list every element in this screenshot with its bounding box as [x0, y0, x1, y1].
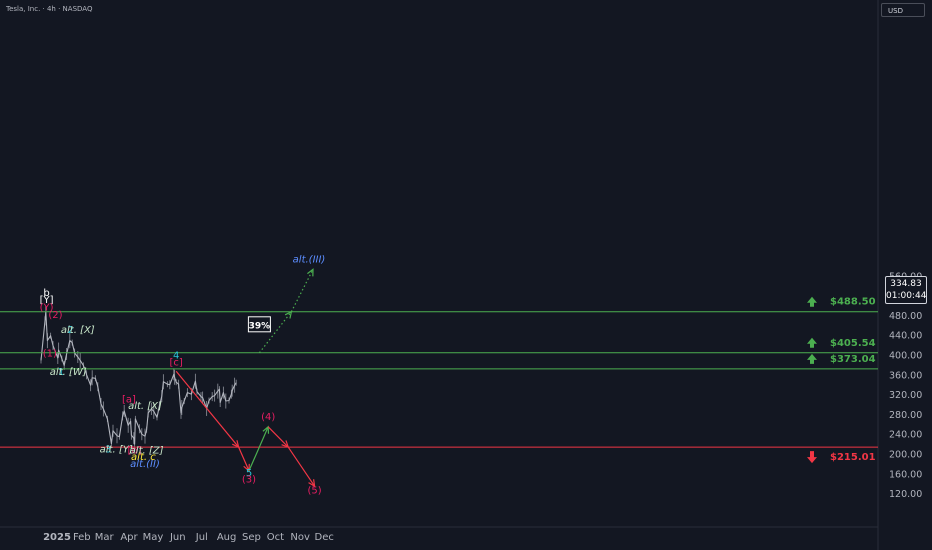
- x-tick-label: Feb: [73, 532, 91, 543]
- y-tick-label: 160.00: [889, 469, 922, 480]
- x-tick-label: Apr: [120, 532, 138, 543]
- probability-badge-box: [247, 316, 271, 333]
- x-tick-label: May: [143, 532, 164, 543]
- wave-label: 3: [105, 445, 111, 456]
- y-tick-label: 320.00: [889, 390, 922, 401]
- wave-label: (Y): [40, 302, 54, 313]
- wave-label: (2): [48, 310, 62, 321]
- projection-line: [267, 426, 316, 487]
- wave-label: 4: [173, 350, 179, 361]
- projection-line: [258, 269, 314, 354]
- level-price-label: $373.04: [830, 354, 876, 365]
- level-down-arrow-icon: [807, 451, 817, 464]
- level-price-label: $215.01: [830, 452, 876, 463]
- wave-label: (4): [261, 412, 275, 423]
- wave-label: alt.(II): [130, 459, 160, 470]
- wave-label: alt. [Y]: [100, 445, 133, 456]
- projection-line: [175, 370, 250, 472]
- y-tick-label: 240.00: [889, 430, 922, 441]
- x-tick-label: Sep: [242, 532, 261, 543]
- projection-arrowhead: [231, 440, 240, 449]
- projection-line: [248, 426, 269, 472]
- y-tick-label: 280.00: [889, 410, 922, 421]
- wave-label: [b]: [128, 446, 142, 457]
- projection-arrowhead: [307, 268, 314, 277]
- x-tick-label: 2025: [43, 532, 71, 543]
- x-tick-label: Mar: [95, 532, 115, 543]
- wave-label: 5: [246, 468, 252, 479]
- level-up-arrow-icon: [807, 353, 817, 364]
- y-tick-label: 200.00: [889, 450, 922, 461]
- wave-label: (3): [242, 475, 256, 486]
- x-tick-label: Aug: [217, 532, 237, 543]
- projection-arrowhead: [308, 479, 316, 488]
- projection-arrowhead: [284, 310, 293, 319]
- y-tick-label: 120.00: [889, 489, 922, 500]
- wave-label: alt. [Z]: [130, 446, 164, 457]
- projection-layer: [175, 268, 316, 488]
- wave-label: (5): [308, 486, 322, 497]
- x-tick-label: Nov: [290, 532, 310, 543]
- wave-label: [a]: [122, 395, 136, 406]
- last-price-tag: 334.83 01:00:44: [885, 276, 927, 304]
- wave-label: alt. [W]: [50, 367, 87, 378]
- bar-countdown: 01:00:44: [886, 291, 927, 301]
- wave-label: alt. [X]: [61, 325, 95, 336]
- wave-label: [Y]: [40, 295, 54, 306]
- currency-selector[interactable]: USD: [881, 3, 925, 17]
- y-tick-label: 480.00: [889, 311, 922, 322]
- wave-label: b: [43, 288, 49, 299]
- projection-arrowhead: [243, 463, 250, 473]
- wave-label: alt. [X]: [128, 401, 162, 412]
- level-up-arrow-icon: [807, 337, 817, 348]
- level-up-arrow-icon: [807, 296, 817, 307]
- x-tick-label: Dec: [315, 532, 334, 543]
- y-tick-label: 440.00: [889, 331, 922, 342]
- wave-label: 1: [58, 367, 64, 378]
- wave-label: [c]: [170, 357, 183, 368]
- x-tick-label: Jul: [195, 532, 208, 543]
- wave-label: alt. c: [131, 452, 156, 463]
- level-layer: $488.50 $405.54 $373.04 $215.01: [0, 296, 878, 464]
- projection-arrowhead: [281, 440, 290, 449]
- wave-label: (1): [43, 348, 57, 359]
- probability-badge-text: 39%: [249, 321, 271, 331]
- wave-label: 2: [67, 325, 73, 336]
- y-tick-label: 360.00: [889, 370, 922, 381]
- level-price-label: $405.54: [830, 338, 876, 349]
- projection-arrowhead: [262, 425, 270, 434]
- chart-title: Tesla, Inc. · 4h · NASDAQ: [6, 5, 93, 13]
- level-price-label: $488.50: [830, 297, 876, 308]
- x-tick-label: Jun: [169, 532, 186, 543]
- y-tick-label: 400.00: [889, 351, 922, 362]
- x-tick-label: Oct: [267, 532, 284, 543]
- wave-label: alt.(III): [293, 254, 326, 265]
- last-price-value: 334.83: [890, 279, 922, 289]
